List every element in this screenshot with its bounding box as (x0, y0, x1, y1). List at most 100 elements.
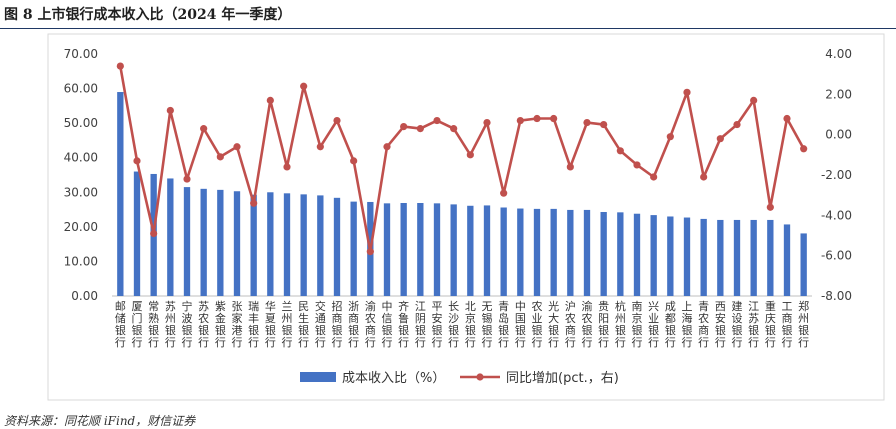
bar-mark (617, 212, 624, 296)
line-point (266, 96, 274, 104)
category-label: 重庆银行 (765, 299, 776, 349)
category-label: 厦门银行 (132, 300, 143, 349)
line-point (650, 173, 658, 181)
category-label: 浙商银行 (348, 300, 359, 349)
bar-mark (583, 209, 591, 296)
bar-mark (333, 197, 341, 296)
bar-mark (267, 192, 274, 296)
category-label: 渝农商行 (365, 299, 376, 349)
line-point (550, 114, 558, 123)
bar-mark (383, 203, 391, 296)
line-point (783, 114, 791, 123)
line-point (766, 203, 774, 211)
line-point (683, 88, 691, 96)
line-point (183, 175, 191, 183)
legend-bar-swatch (300, 372, 336, 382)
bar-mark (783, 224, 791, 296)
left-axis-tick-label: 0.00 (71, 289, 98, 303)
category-label: 平安银行 (432, 300, 443, 349)
line-point (200, 125, 208, 133)
bar-mark (733, 219, 741, 296)
figure-title: 图 8 上市银行成本收入比（2024 年一季度） (4, 7, 292, 23)
category-label: 青岛银行 (498, 300, 509, 349)
line-point (400, 123, 408, 131)
bar-mark (400, 203, 407, 296)
category-label: 交通银行 (315, 299, 326, 349)
line-point (333, 116, 341, 125)
bar-mark (517, 208, 524, 296)
bar-mark (233, 191, 241, 296)
category-label: 苏农银行 (198, 300, 209, 349)
left-axis-tick-label: 60.00 (64, 82, 98, 96)
line-point (166, 106, 174, 115)
line-point (600, 120, 608, 129)
left-axis-tick-label: 40.00 (64, 151, 98, 165)
line-point (433, 116, 441, 125)
bar-mark (417, 203, 424, 296)
line-point (116, 62, 124, 70)
legend-bar-label: 成本收入比（%） (342, 371, 445, 386)
bar-mark (133, 171, 141, 296)
left-axis-tick-label: 70.00 (64, 47, 98, 61)
right-axis-tick-label: -8.00 (821, 289, 852, 303)
category-label: 紫金银行 (215, 300, 226, 349)
category-label: 工商银行 (782, 300, 793, 349)
bar-mark (650, 215, 657, 296)
bar-mark (350, 201, 357, 296)
bar-mark (533, 208, 541, 296)
line-point (716, 135, 724, 143)
line-point (150, 229, 158, 238)
bar-mark (283, 193, 291, 296)
category-label: 长沙银行 (448, 300, 459, 349)
line-point (633, 161, 641, 169)
line-point (483, 118, 491, 127)
category-label: 建设银行 (732, 299, 743, 349)
bar-mark (667, 216, 674, 296)
bar-mark (217, 189, 224, 296)
category-label: 杭州银行 (615, 299, 626, 349)
category-label: 北京银行 (465, 300, 476, 349)
category-label: 宁波银行 (182, 299, 193, 349)
category-label: 上海银行 (682, 300, 693, 349)
line-point (533, 114, 541, 123)
category-label: 张家港行 (232, 300, 243, 349)
category-label: 瑞丰银行 (248, 299, 259, 349)
line-point (466, 151, 474, 159)
bar-mark (317, 195, 324, 296)
left-axis-tick-label: 30.00 (64, 185, 98, 199)
line-point (450, 125, 458, 133)
line-point (350, 157, 358, 165)
category-label: 兴业银行 (648, 300, 659, 349)
line-point (366, 248, 374, 256)
category-label: 无锡银行 (482, 300, 493, 349)
category-label: 常熟银行 (148, 300, 159, 349)
category-label: 光大银行 (548, 299, 559, 349)
legend-line-label: 同比增加(pct.，右) (506, 371, 619, 386)
line-point (666, 133, 674, 141)
bar-mark (550, 208, 557, 296)
category-label: 沪农商行 (565, 299, 576, 349)
bar-mark (250, 194, 257, 296)
left-axis-tick-label: 20.00 (64, 220, 98, 234)
title-divider (0, 28, 896, 29)
right-axis-tick-label: 0.00 (825, 128, 852, 142)
line-point (700, 173, 708, 181)
line-point (316, 143, 324, 151)
bar-mark (717, 219, 724, 296)
category-label: 西安银行 (715, 300, 726, 349)
bar-mark (767, 219, 774, 296)
bar-mark (633, 213, 641, 296)
line-point (250, 199, 258, 207)
line-point (216, 153, 224, 161)
line-point (283, 163, 291, 171)
category-label: 中国银行 (515, 300, 526, 349)
line-point (500, 189, 508, 197)
category-label: 招商银行 (332, 299, 343, 349)
category-label: 邮储银行 (115, 300, 126, 349)
bar-mark (200, 188, 207, 296)
bar-mark (700, 218, 707, 296)
line-point (233, 143, 241, 151)
line-point (133, 157, 141, 165)
category-label: 郑州银行 (798, 299, 809, 349)
